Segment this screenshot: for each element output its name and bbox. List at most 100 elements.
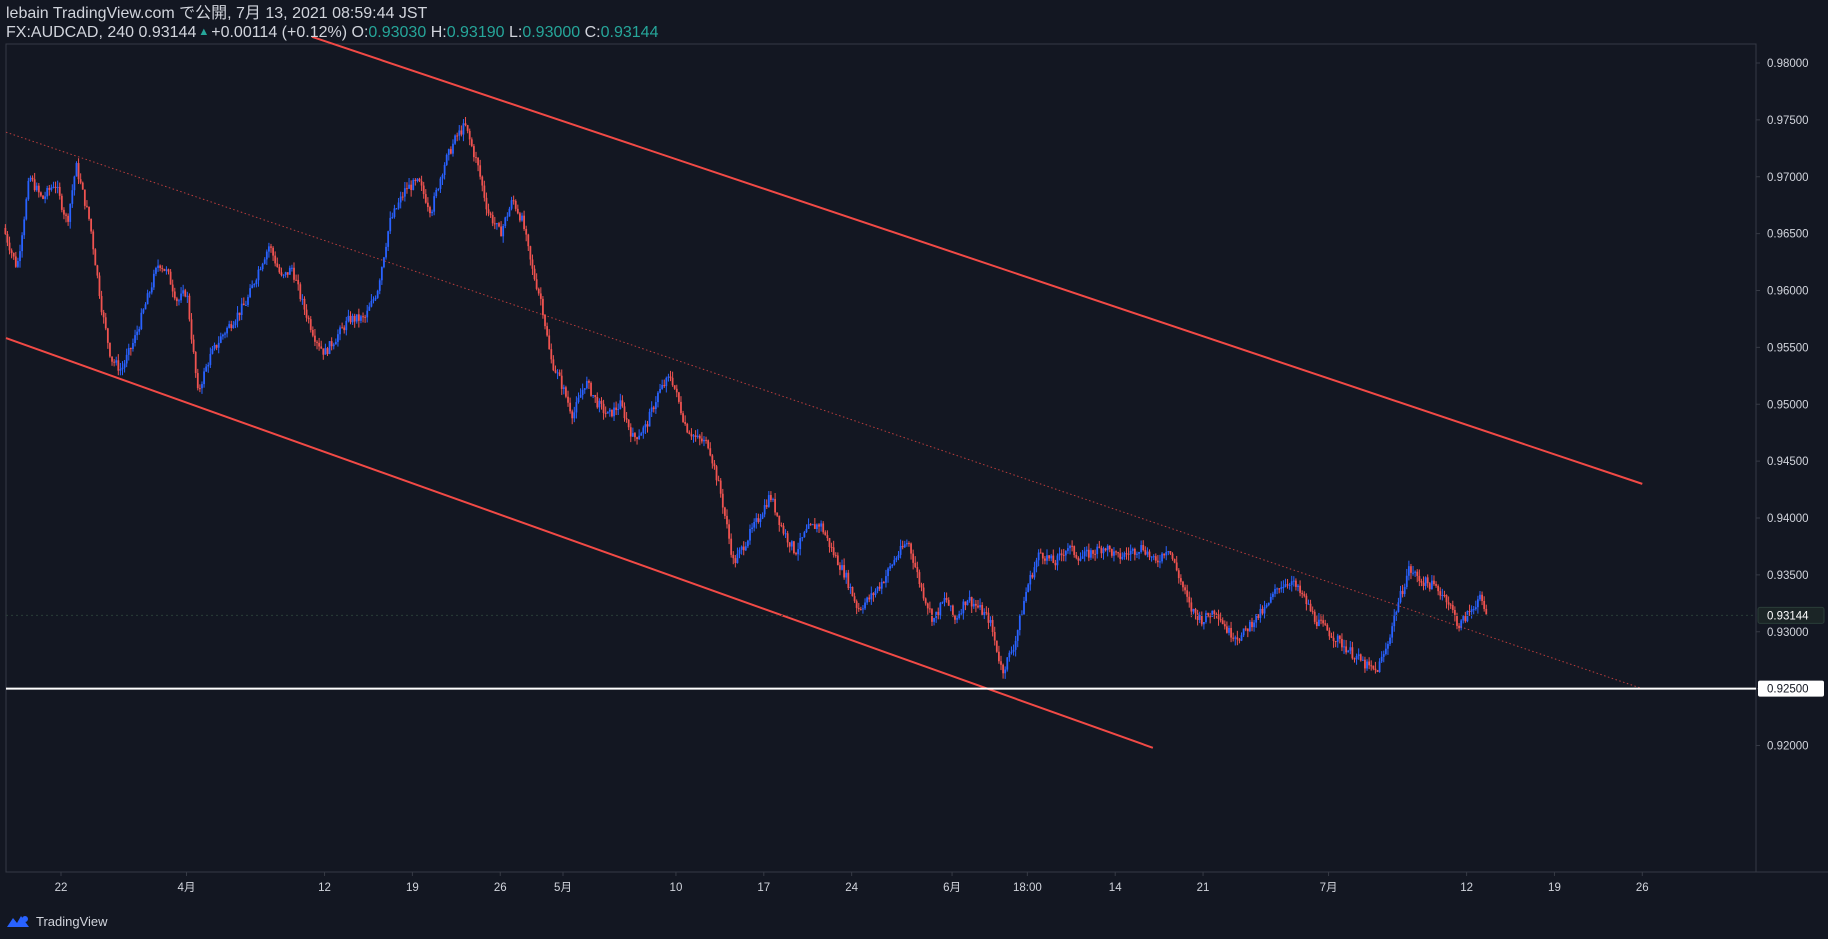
candle-body	[627, 419, 630, 428]
candle-body	[1230, 627, 1232, 638]
candle-body	[579, 395, 582, 398]
candle-body	[1096, 546, 1099, 555]
candle-body	[845, 572, 848, 578]
candle-body	[820, 523, 823, 527]
channel-midline	[5, 131, 1643, 690]
candle-body	[403, 188, 406, 197]
price-tick-label: 0.93500	[1767, 570, 1809, 582]
candle-body	[1123, 553, 1126, 557]
candle-body	[1215, 613, 1218, 615]
drawing-lines[interactable]	[5, 35, 1756, 749]
candle-body	[560, 375, 563, 389]
candle-body	[535, 279, 538, 289]
candle-body	[257, 269, 260, 281]
candle-body	[8, 242, 11, 251]
price-axis[interactable]: 0.98000 0.97500 0.97000 0.96500 0.96000 0.955…	[1756, 58, 1825, 753]
candle-body	[144, 304, 147, 310]
candle-body	[1064, 550, 1067, 556]
candle-body	[123, 363, 126, 368]
candle-body	[161, 267, 164, 269]
candle-body	[951, 605, 954, 616]
channel-upper-line[interactable]	[311, 35, 1643, 485]
tradingview-logo-icon	[7, 916, 29, 927]
candle-body	[334, 341, 337, 345]
support-price-badge-label: 0.92500	[1767, 684, 1809, 696]
time-tick-label: 19	[406, 882, 419, 894]
candle-body	[129, 348, 132, 350]
candle-body	[816, 524, 818, 529]
candle-body	[314, 335, 316, 342]
candle-body	[33, 179, 36, 191]
candle-body	[1010, 651, 1013, 653]
candle-body	[893, 559, 896, 565]
candle-body	[10, 250, 13, 253]
symbol-label[interactable]: FX:AUDCAD, 240	[6, 24, 135, 41]
candle-body	[50, 187, 53, 190]
candle-body	[1037, 552, 1040, 561]
candle-body	[29, 177, 32, 181]
channel-lower-line[interactable]	[5, 337, 1154, 749]
candle-body	[27, 180, 30, 200]
candle-body	[813, 524, 816, 529]
candle-body	[230, 324, 233, 329]
candle-body	[1087, 549, 1090, 558]
candle-body	[291, 267, 293, 269]
candle-body	[1374, 668, 1377, 670]
candle-body	[1106, 545, 1109, 551]
candle-body	[763, 505, 766, 515]
candle-body	[1332, 637, 1335, 641]
candle-body	[1315, 621, 1318, 627]
candle-body	[521, 215, 523, 221]
candle-body	[106, 328, 109, 343]
candle-body	[493, 223, 496, 225]
candle-body	[1085, 549, 1088, 552]
candle-body	[1453, 609, 1456, 615]
candle-body	[1359, 654, 1362, 661]
candle-body	[918, 572, 921, 585]
candle-body	[1433, 580, 1435, 585]
candle-body	[1485, 608, 1488, 615]
candle-body	[849, 586, 852, 588]
time-axis[interactable]: 22 4月 12 19 26 5月 10 17 24 6月 18:00 14 21 7月 12 19 26	[55, 872, 1649, 894]
candle-body	[811, 524, 814, 526]
candle-body	[885, 576, 887, 583]
candle-body	[1422, 582, 1425, 586]
candle-body	[552, 359, 555, 371]
candle-body	[332, 344, 335, 347]
candle-body	[146, 293, 149, 305]
candle-body	[1324, 623, 1327, 625]
candle-body	[171, 284, 174, 292]
candle-body	[903, 544, 906, 548]
candle-body	[671, 377, 674, 386]
price-tick-label: 0.93000	[1767, 627, 1809, 639]
candle-body	[928, 608, 931, 610]
candle-body	[1257, 614, 1260, 618]
candle-body	[590, 382, 592, 396]
time-tick-label: 12	[1460, 882, 1473, 894]
candle-body	[305, 309, 308, 318]
candle-body	[1418, 575, 1421, 581]
candle-body	[1056, 555, 1059, 566]
candle-body	[1297, 585, 1299, 587]
candle-body	[1382, 654, 1385, 657]
candle-body	[119, 369, 122, 371]
candle-body	[157, 265, 159, 268]
candle-body	[201, 384, 203, 389]
candle-body	[73, 176, 76, 191]
candle-body	[1190, 602, 1193, 612]
up-triangle-icon: ▲	[198, 26, 210, 38]
candle-body	[770, 495, 772, 500]
candle-body	[841, 565, 843, 570]
plot-area[interactable]	[5, 43, 1757, 873]
candle-body	[504, 217, 507, 226]
candle-body	[14, 256, 17, 267]
candle-body	[205, 366, 208, 372]
candle-body	[510, 200, 513, 209]
footer: TradingView	[6, 911, 108, 931]
candle-body	[1152, 556, 1155, 558]
candle-body	[1292, 580, 1295, 582]
candle-body	[1284, 584, 1287, 587]
candle-body	[594, 395, 597, 397]
candle-body	[1236, 637, 1239, 640]
